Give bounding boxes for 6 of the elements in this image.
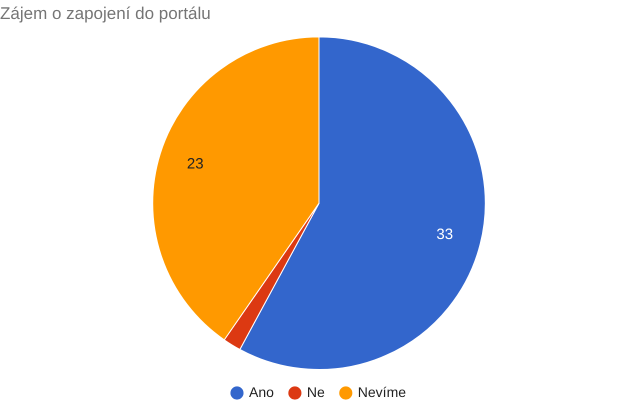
data-label: 23 <box>186 156 204 173</box>
legend-label: Nevíme <box>358 384 406 400</box>
legend-label: Ano <box>248 384 274 400</box>
data-label: 33 <box>436 226 454 244</box>
legend-label: Ne <box>306 384 325 400</box>
chart-title: Zájem o zapojení do portálu <box>0 4 211 23</box>
